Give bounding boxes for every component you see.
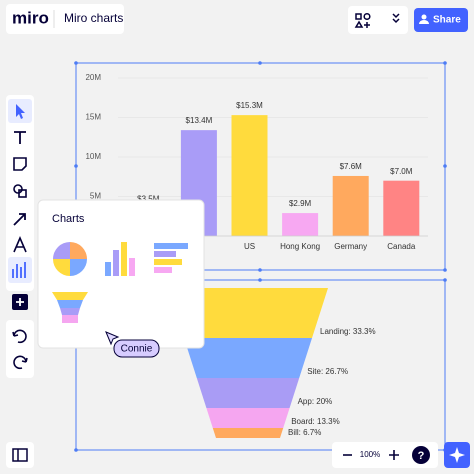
apps-icon — [363, 12, 371, 21]
ai-icon — [449, 447, 465, 463]
history-bar — [6, 320, 34, 378]
funnel-segment — [212, 427, 284, 438]
pie-icon — [70, 259, 87, 276]
pen-tool[interactable] — [13, 235, 27, 253]
bar — [332, 175, 369, 236]
zoom-level[interactable]: 100% — [360, 450, 380, 459]
collaborator-tag — [113, 339, 160, 358]
hbar-icon — [154, 267, 172, 273]
selection-handle — [74, 61, 78, 65]
text-tool[interactable] — [14, 131, 26, 144]
y-tick-label: 10M — [85, 152, 101, 161]
value-label: Landing: 33.3% — [320, 327, 376, 336]
hbar-icon — [154, 259, 182, 265]
value-label: $7.0M — [390, 167, 413, 176]
collaborator-name: Connie — [121, 344, 153, 355]
share-icon — [421, 14, 427, 20]
hbar-option[interactable] — [154, 243, 188, 273]
hbar-icon — [154, 251, 176, 257]
shape-tool — [18, 189, 27, 198]
x-tick-label: Canada — [387, 242, 416, 251]
bar-icon — [129, 258, 135, 276]
bar — [282, 213, 319, 236]
selection-handle — [443, 278, 447, 282]
zoom-in[interactable] — [389, 450, 399, 460]
toolbar-box — [348, 6, 408, 34]
y-tick-label: 5M — [90, 192, 101, 201]
funnel-icon — [62, 315, 78, 323]
selection-handle — [258, 268, 262, 272]
value-label: $2.9M — [289, 199, 312, 208]
shape-tool[interactable] — [13, 184, 23, 194]
selection-handle — [443, 268, 447, 272]
value-label: Board: 13.3% — [291, 417, 339, 426]
hbar-icon — [154, 243, 188, 249]
help-button[interactable] — [412, 446, 430, 464]
pie-icon — [53, 259, 70, 276]
y-tick-label: 15M — [85, 113, 101, 122]
selection-handle — [258, 61, 262, 65]
value-label: $15.3M — [236, 101, 263, 110]
funnel-segment — [196, 378, 300, 408]
funnel-icon — [60, 308, 80, 315]
bar — [231, 115, 268, 236]
cursor — [105, 331, 120, 346]
pie-option[interactable] — [53, 242, 87, 276]
redo[interactable] — [13, 355, 28, 370]
help-label[interactable]: ? — [418, 450, 425, 462]
selection-handle — [443, 61, 447, 65]
funnel-segment — [168, 288, 328, 338]
panel-title: Charts — [52, 213, 85, 225]
value-label: $3.5M — [137, 194, 160, 203]
expand-icon[interactable] — [392, 13, 400, 24]
x-tick-label: Hong Kong — [280, 242, 320, 251]
apps-icon[interactable] — [355, 13, 362, 20]
sticky-tool[interactable] — [13, 157, 27, 171]
charts-tool[interactable] — [12, 262, 26, 278]
board-title[interactable]: Miro charts — [64, 11, 123, 25]
selection-handle — [443, 164, 447, 168]
header-box — [6, 4, 124, 34]
pie-icon — [70, 242, 87, 259]
bar-icon — [121, 242, 127, 276]
connector-tool[interactable] — [13, 213, 26, 226]
funnel-icon — [52, 292, 88, 300]
funnel-segment — [206, 408, 290, 428]
bar-option[interactable] — [105, 242, 135, 276]
selection-handle — [258, 278, 262, 282]
panel-toggle[interactable] — [12, 448, 28, 462]
value-label: $13.4M — [186, 116, 213, 125]
share-button[interactable] — [414, 8, 468, 32]
value-label: Bill: 6.7% — [288, 428, 321, 437]
funnel-icon — [57, 300, 83, 308]
select-tool[interactable] — [16, 104, 25, 119]
undo[interactable] — [12, 329, 27, 344]
share-icon — [419, 20, 429, 24]
value-label: App: 20% — [298, 397, 333, 406]
funnel-option[interactable] — [52, 292, 88, 323]
panel-toggle-box — [6, 442, 34, 468]
tool-charts-bg — [8, 257, 32, 283]
share-label[interactable]: Share — [433, 15, 461, 26]
zoom-bar — [332, 442, 438, 468]
x-tick-label: US — [244, 242, 255, 251]
value-label: $7.6M — [340, 162, 363, 171]
add-icon — [16, 298, 24, 306]
charts-panel: Charts — [37, 199, 205, 349]
selection-handle — [74, 448, 78, 452]
y-tick-label: 20M — [85, 73, 101, 82]
selection-handle — [74, 164, 78, 168]
logo[interactable]: miro — [12, 8, 49, 27]
apps-icon — [354, 20, 370, 28]
x-tick-label: Germany — [334, 242, 367, 251]
value-label: Site: 26.7% — [307, 367, 348, 376]
bar — [383, 180, 420, 236]
bar-icon — [113, 250, 119, 276]
bar-icon — [105, 262, 111, 276]
funnel-segment — [183, 337, 313, 378]
pie-icon — [53, 242, 70, 259]
